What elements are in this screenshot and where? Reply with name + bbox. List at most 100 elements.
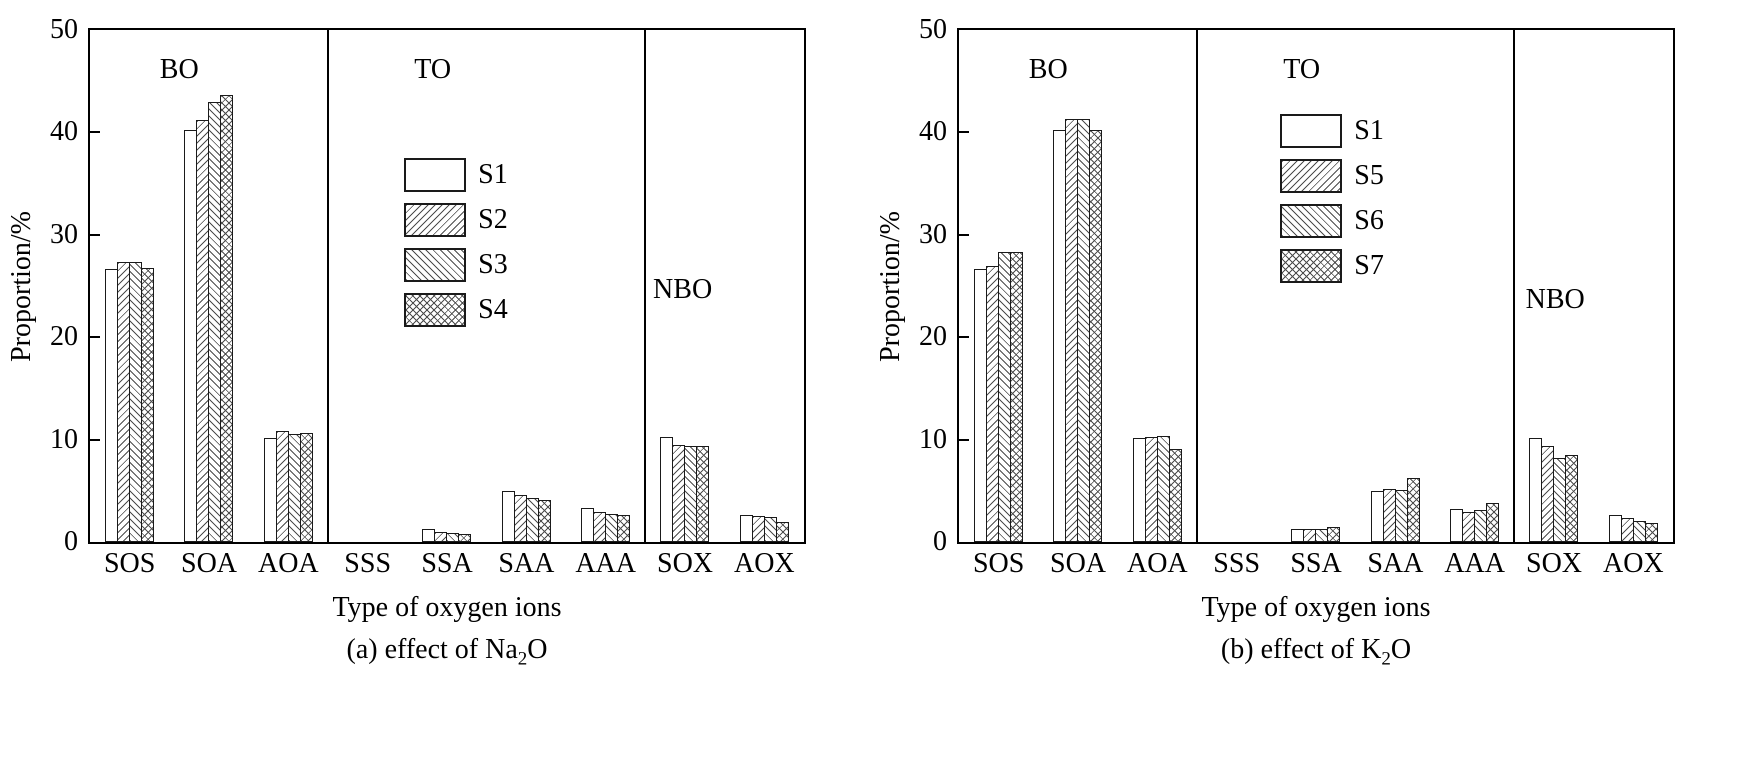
category-group-sss xyxy=(328,30,407,542)
bar-s7-ssa xyxy=(1327,526,1341,542)
y-axis-label-text: Proportion/% xyxy=(6,210,37,362)
legend-label-s3: S3 xyxy=(478,249,508,280)
chart-a-effect-of-na2o: Proportion/% 0 10 20 30 40 50 BO TO NBO SOS SOA AOA S… xyxy=(4,16,806,670)
bar-s7-soa xyxy=(1089,130,1103,542)
y-tick-label: 0 xyxy=(933,526,947,557)
y-tick-mark xyxy=(959,233,969,236)
legend-item-s1: S1 xyxy=(1280,114,1384,149)
region-label-bo: BO xyxy=(1028,53,1068,85)
x-tick-label-sox: SOX xyxy=(656,548,714,579)
bars-area xyxy=(90,30,804,542)
x-tick-label-sox: SOX xyxy=(1525,548,1583,579)
bar-s5-aox xyxy=(1620,518,1634,542)
legend-swatch-s3 xyxy=(404,248,467,282)
y-tick-label: 0 xyxy=(64,526,78,557)
legend-item-s1: S1 xyxy=(404,158,508,192)
bar-s3-sox xyxy=(684,445,698,542)
legend: S1 S5 S6 S7 xyxy=(1280,114,1384,284)
caption-prefix: (b) effect of K xyxy=(1220,634,1382,665)
category-group-aaa xyxy=(566,30,645,542)
y-tick-label: 10 xyxy=(919,423,947,455)
region-label-to: TO xyxy=(1283,53,1321,85)
region-label-to: TO xyxy=(414,53,452,85)
y-tick-mark xyxy=(90,438,100,441)
caption-subscript: 2 xyxy=(1381,648,1391,670)
bar-s6-sox xyxy=(1553,458,1567,542)
category-group-soa xyxy=(1038,30,1117,542)
bar-s5-sos xyxy=(986,265,1000,542)
bar-s2-soa xyxy=(196,120,210,542)
bar-s5-soa xyxy=(1065,119,1079,542)
legend-swatch-s1 xyxy=(1280,114,1343,149)
category-group-aoa xyxy=(1118,30,1197,542)
x-axis-label: Type of oxygen ions xyxy=(1201,592,1431,623)
bar-s3-soa xyxy=(208,101,222,542)
bar-s5-saa xyxy=(1382,488,1396,542)
bar-s4-ssa xyxy=(458,533,472,542)
bar-s4-aaa xyxy=(617,515,631,542)
y-tick-mark xyxy=(959,336,969,339)
bar-s2-aoa xyxy=(275,431,289,542)
bar-s4-aoa xyxy=(299,433,313,542)
legend-label-s4: S4 xyxy=(478,294,508,325)
category-group-aaa xyxy=(1435,30,1514,542)
bar-s6-aaa xyxy=(1474,510,1488,542)
x-tick-label-saa: SAA xyxy=(1367,548,1424,579)
legend-label-s7: S7 xyxy=(1354,250,1384,282)
bar-s7-aox xyxy=(1644,522,1658,542)
x-tick-label-aox: AOX xyxy=(733,548,795,579)
bar-s7-sos xyxy=(1010,252,1024,542)
region-label-bo: BO xyxy=(159,53,199,85)
x-tick-label-ssa: SSA xyxy=(1290,548,1342,579)
bar-s5-aaa xyxy=(1462,512,1476,542)
legend: S1 S2 S3 S4 xyxy=(404,158,508,327)
legend-item-s5: S5 xyxy=(1280,159,1384,194)
legend-label-s1: S1 xyxy=(1354,115,1384,147)
region-label-nbo: NBO xyxy=(653,273,713,305)
category-group-sss xyxy=(1197,30,1276,542)
chart-b-effect-of-k2o: Proportion/% 0 10 20 30 40 50 BO TO NBO SOS SOA AOA S… xyxy=(869,0,1738,775)
x-tick-label-ssa: SSA xyxy=(421,548,473,579)
legend-swatch-s1 xyxy=(404,158,467,192)
y-tick-mark xyxy=(959,131,969,134)
bar-s4-aox xyxy=(775,521,789,542)
x-tick-label-sss: SSS xyxy=(344,548,392,579)
chart-caption: (b) effect of K2O xyxy=(1220,634,1411,669)
region-divider xyxy=(1513,30,1516,542)
y-tick-label: 30 xyxy=(919,218,947,250)
legend-swatch-s5 xyxy=(1280,159,1343,194)
x-tick-label-sss: SSS xyxy=(1213,548,1261,579)
category-group-saa xyxy=(487,30,566,542)
bar-s7-sox xyxy=(1565,454,1579,542)
plot-area: 0 10 20 30 40 50 BO TO NBO SOS SOA AOA SSS SSA SAA AAA S… xyxy=(50,16,806,578)
legend-item-s6: S6 xyxy=(1280,204,1384,239)
category-group-aoa xyxy=(249,30,328,542)
bar-s5-aoa xyxy=(1144,436,1158,542)
legend-label-s1: S1 xyxy=(478,159,508,190)
category-group-aox xyxy=(725,30,804,542)
y-tick-mark xyxy=(90,131,100,134)
y-tick-label: 40 xyxy=(919,116,947,148)
caption-prefix: (a) effect of Na xyxy=(346,634,518,665)
y-tick-label: 40 xyxy=(50,116,78,148)
y-tick-label: 50 xyxy=(50,14,78,45)
caption-subscript: 2 xyxy=(517,648,528,670)
legend-item-s7: S7 xyxy=(1280,249,1384,284)
legend-item-s2: S2 xyxy=(404,203,508,237)
bar-s4-sox xyxy=(696,445,710,542)
bar-s4-sos xyxy=(141,267,155,542)
region-divider xyxy=(644,30,647,542)
category-group-saa xyxy=(1356,30,1435,542)
bar-s7-aoa xyxy=(1168,448,1182,542)
bar-s6-sos xyxy=(998,252,1012,542)
bar-s4-saa xyxy=(537,500,551,542)
category-group-sos xyxy=(90,30,169,542)
y-tick-label: 20 xyxy=(50,321,78,353)
y-axis-label: Proportion/% xyxy=(873,28,909,544)
y-tick-mark xyxy=(959,438,969,441)
category-group-ssa xyxy=(1276,30,1355,542)
y-axis-label: Proportion/% xyxy=(4,28,40,544)
x-tick-label-sos: SOS xyxy=(103,548,156,579)
category-group-sox xyxy=(1514,30,1593,542)
category-group-sox xyxy=(645,30,724,542)
